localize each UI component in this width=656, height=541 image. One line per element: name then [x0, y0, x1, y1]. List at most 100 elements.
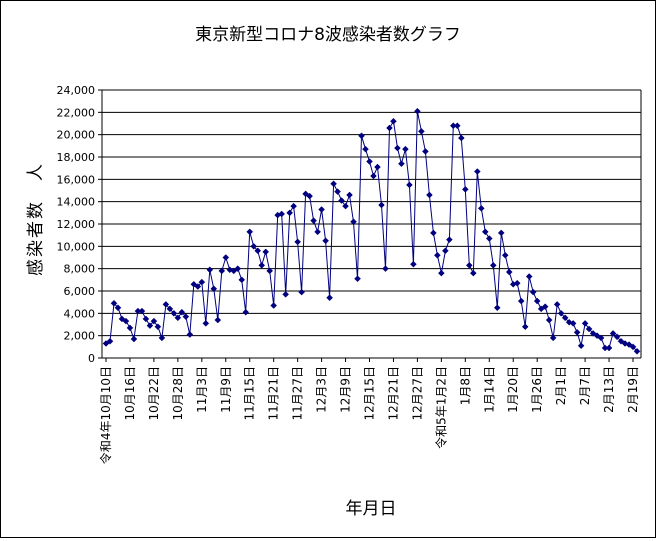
data-point — [306, 192, 313, 200]
x-tick-label: 11月21日 — [267, 366, 281, 421]
y-tick-label: 0 — [88, 352, 95, 365]
data-point — [202, 320, 210, 327]
y-tick-label: 24,000 — [57, 84, 96, 97]
data-point — [142, 315, 150, 323]
data-point — [322, 237, 329, 245]
data-point — [378, 201, 385, 209]
data-point — [505, 268, 513, 276]
data-point — [154, 323, 162, 331]
data-point — [398, 160, 405, 168]
data-point — [290, 202, 297, 210]
data-point — [521, 323, 529, 331]
data-point — [326, 294, 333, 302]
data-point — [477, 205, 485, 212]
data-point — [517, 297, 525, 305]
data-point — [442, 247, 449, 255]
data-point — [577, 342, 585, 350]
x-tick-label: 12月27日 — [410, 366, 424, 421]
data-point — [250, 242, 258, 250]
data-point — [541, 303, 549, 310]
data-point — [410, 260, 417, 268]
y-tick-label: 10,000 — [57, 240, 96, 253]
data-point — [422, 148, 429, 155]
data-point — [493, 304, 501, 312]
x-tick-labels: 令和4年10月10日 10月16日 10月22日 10月28日 11月3日 11月9日 11… — [98, 366, 640, 464]
data-point — [314, 228, 321, 236]
data-point — [430, 229, 437, 237]
data-point — [162, 301, 170, 308]
x-tick-label: 1月20日 — [506, 366, 520, 413]
data-point — [609, 330, 617, 337]
data-point — [529, 288, 537, 296]
data-point — [218, 267, 226, 275]
data-point — [234, 265, 242, 273]
grid-lines — [98, 89, 642, 362]
x-tick-label: 10月28日 — [171, 366, 185, 421]
data-point — [597, 334, 605, 342]
data-point — [270, 302, 278, 309]
data-point — [346, 191, 353, 199]
plot-area — [102, 107, 641, 355]
y-tick-label: 22,000 — [57, 106, 96, 119]
y-tick-label: 6,000 — [64, 285, 96, 298]
data-point — [382, 265, 389, 273]
data-point — [553, 301, 561, 308]
data-point — [497, 229, 505, 237]
data-point — [469, 269, 477, 277]
x-tick-label: 2月19日 — [626, 366, 640, 413]
y-tick-label: 16,000 — [57, 173, 96, 186]
x-tick-label: 12月3日 — [315, 366, 329, 413]
y-tick-label: 14,000 — [57, 196, 96, 209]
data-point — [206, 266, 214, 274]
data-point — [585, 325, 593, 333]
data-point — [374, 163, 381, 171]
data-point — [354, 275, 361, 283]
x-tick-label: 11月15日 — [243, 366, 257, 421]
data-point — [222, 254, 230, 261]
data-point — [549, 334, 557, 342]
x-tick-label: 1月26日 — [530, 366, 544, 413]
data-point — [557, 309, 565, 317]
data-point — [481, 228, 489, 236]
y-tick-label: 20,000 — [57, 129, 96, 142]
data-point — [446, 236, 453, 243]
data-point — [178, 308, 186, 316]
data-point — [402, 145, 409, 153]
x-axis-label: 年月日 — [346, 499, 397, 519]
data-point — [573, 328, 581, 336]
data-point — [525, 273, 533, 280]
data-point — [581, 320, 589, 327]
data-point — [533, 297, 541, 305]
x-tick-label: 1月8日 — [458, 366, 472, 405]
data-point — [126, 324, 134, 332]
data-point — [342, 202, 349, 210]
data-point — [613, 333, 621, 341]
data-point — [286, 209, 294, 217]
y-tick-label: 12,000 — [57, 218, 96, 231]
data-point — [114, 304, 122, 312]
data-point — [358, 132, 365, 140]
x-tick-label: 2月7日 — [578, 366, 592, 405]
x-tick-label: 11月3日 — [195, 366, 209, 413]
data-point — [294, 238, 301, 246]
data-point — [318, 206, 325, 213]
data-point — [461, 186, 469, 193]
data-point — [174, 314, 182, 322]
data-point — [130, 335, 138, 343]
data-point — [350, 218, 357, 226]
data-point — [633, 347, 641, 355]
x-tick-label: 11月9日 — [219, 366, 233, 413]
x-tick-label: 2月13日 — [602, 366, 616, 413]
data-point — [605, 344, 613, 352]
data-point — [278, 210, 286, 218]
data-point — [457, 134, 465, 142]
data-point — [198, 278, 206, 286]
data-point — [489, 261, 497, 269]
data-point — [182, 313, 190, 321]
data-point — [186, 331, 194, 338]
data-point — [465, 261, 473, 269]
x-tick-label: 令和4年10月10日 — [98, 366, 113, 464]
data-point — [453, 122, 461, 130]
